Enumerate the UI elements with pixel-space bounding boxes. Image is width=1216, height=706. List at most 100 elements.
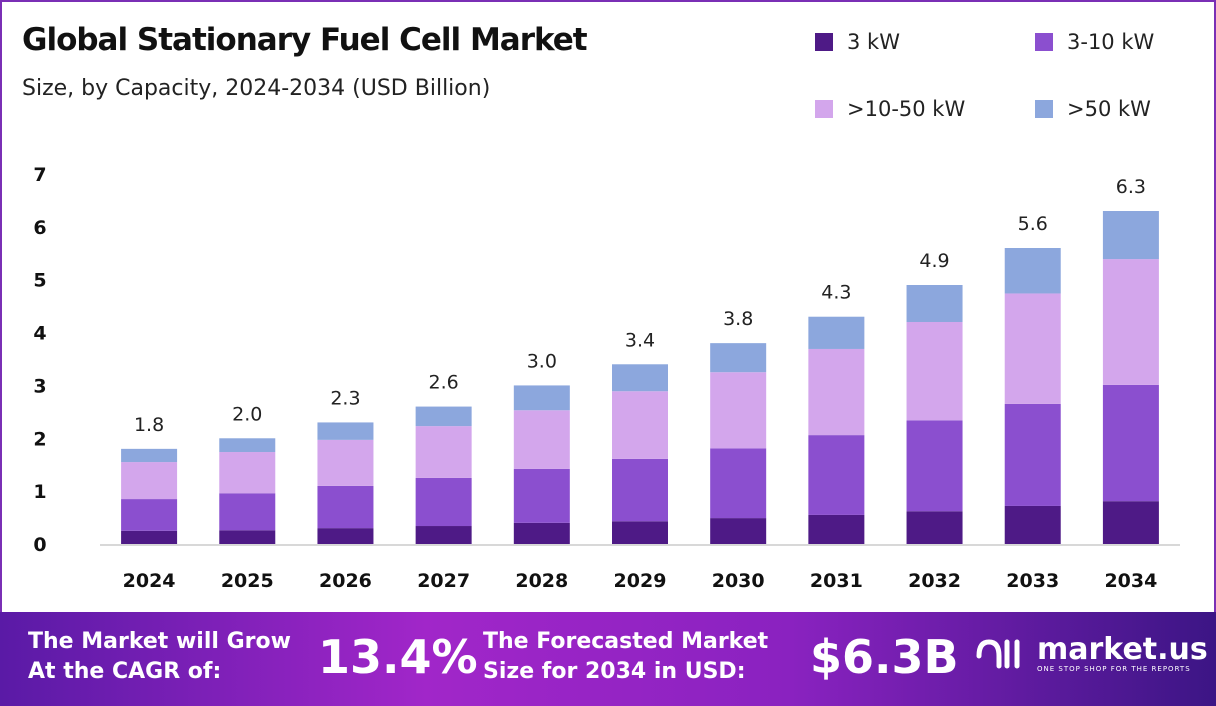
bar-segment — [710, 372, 767, 449]
bar-segment — [906, 322, 963, 421]
bar-segment — [710, 448, 767, 519]
cagr-label-line: The Market will Grow — [28, 629, 291, 654]
bar-segment — [219, 452, 276, 494]
legend-item-50kw: >50 kW — [1035, 97, 1151, 121]
bar-segment — [808, 316, 865, 349]
bar-segment — [1102, 384, 1159, 502]
bar-segment — [317, 485, 374, 529]
footer-banner: The Market will Grow At the CAGR of: 13.4… — [0, 612, 1216, 706]
x-tick-label: 2024 — [123, 570, 176, 592]
forecast-value: $6.3B — [810, 630, 959, 684]
y-tick-label: 4 — [33, 323, 46, 345]
forecast-label-line: The Forecasted Market — [483, 629, 769, 654]
bar-segment — [513, 522, 570, 544]
cagr-label: The Market will Grow At the CAGR of: — [28, 627, 291, 687]
data-label: 1.8 — [134, 414, 164, 436]
bar-segment — [317, 528, 374, 544]
bar-segment — [121, 530, 178, 544]
bar-segment — [219, 530, 276, 544]
y-tick-label: 1 — [33, 481, 46, 503]
x-tick-label: 2027 — [417, 570, 470, 592]
legend-swatch — [1035, 33, 1053, 51]
data-label: 2.3 — [330, 387, 360, 409]
data-label: 2.0 — [232, 403, 262, 425]
x-tick-label: 2034 — [1104, 570, 1157, 592]
data-label: 3.4 — [625, 329, 655, 351]
logo-tagline: ONE STOP SHOP FOR THE REPORTS — [1037, 665, 1191, 673]
bar-segment — [906, 285, 963, 322]
bar-segment — [219, 493, 276, 531]
y-tick-label: 6 — [33, 217, 46, 239]
bar-segment — [415, 477, 472, 527]
bar-segment — [1102, 259, 1159, 385]
bar-segment — [612, 458, 668, 522]
chart-subtitle: Size, by Capacity, 2024-2034 (USD Billio… — [22, 76, 491, 101]
legend-item-10-50kw: >10-50 kW — [815, 97, 965, 121]
bar-segment — [1102, 501, 1159, 544]
x-tick-label: 2026 — [319, 570, 372, 592]
legend-swatch — [815, 33, 833, 51]
logo-name: market.us — [1037, 632, 1208, 667]
data-label: 3.8 — [723, 308, 753, 330]
bar-segment — [513, 468, 570, 523]
legend-label: 3-10 kW — [1067, 30, 1155, 54]
legend-swatch — [815, 100, 833, 118]
bar-chart: 0 1 2 3 4 5 6 7 1.8 2024 2.0 2025 2.3 2026 2.6 2027 3.0 2… — [33, 164, 1180, 592]
forecast-label-line: Size for 2034 in USD: — [483, 659, 746, 684]
data-label: 3.0 — [527, 350, 557, 372]
bar-segment — [612, 364, 668, 392]
data-label: 4.3 — [821, 282, 851, 304]
legend-label: >10-50 kW — [847, 97, 966, 121]
bar-segment — [121, 499, 178, 531]
bar-segment — [906, 511, 963, 544]
cagr-value: 13.4% — [318, 630, 478, 684]
bar-segment — [317, 422, 374, 440]
bar-segment — [415, 426, 472, 478]
bar-segment — [612, 521, 668, 544]
cagr-label-line: At the CAGR of: — [28, 659, 222, 684]
legend-swatch — [1035, 100, 1053, 118]
legend-item-3-10kw: 3-10 kW — [1035, 30, 1154, 54]
bar-segment — [710, 518, 767, 544]
bar-segment — [808, 435, 865, 515]
legend-label: >50 kW — [1067, 97, 1151, 121]
bar-segment — [513, 410, 570, 469]
y-tick-label: 0 — [33, 534, 46, 556]
x-tick-label: 2025 — [221, 570, 274, 592]
y-tick-label: 3 — [33, 375, 46, 397]
x-tick-label: 2030 — [712, 570, 765, 592]
x-tick-label: 2029 — [614, 570, 667, 592]
logo-icon — [976, 639, 1020, 669]
market-us-logo: market.us ONE STOP SHOP FOR THE REPORTS — [975, 634, 1208, 674]
x-tick-label: 2032 — [908, 570, 961, 592]
bar-segment — [415, 526, 472, 544]
bar-segment — [1004, 293, 1061, 404]
legend-label: 3 kW — [847, 30, 900, 54]
bar-segment — [1004, 248, 1061, 294]
x-tick-label: 2028 — [515, 570, 568, 592]
bar-segment — [219, 438, 276, 453]
bar-segment — [317, 439, 374, 486]
bar-segment — [513, 385, 570, 411]
chart-title: Global Stationary Fuel Cell Market — [22, 22, 588, 58]
y-tick-label: 2 — [33, 428, 46, 450]
bar-segment — [808, 348, 865, 436]
data-label: 4.9 — [919, 250, 949, 272]
bar-segment — [808, 514, 865, 544]
data-label: 2.6 — [429, 372, 459, 394]
bar-segment — [1004, 505, 1061, 544]
bar-segment — [710, 343, 767, 373]
bar-segment — [121, 462, 178, 500]
bar-segment — [612, 391, 668, 459]
y-tick-label: 7 — [33, 164, 46, 186]
legend-item-3kw: 3 kW — [815, 30, 900, 54]
data-label: 6.3 — [1116, 176, 1146, 198]
bar-segment — [415, 406, 472, 427]
bar-segment — [1004, 403, 1061, 506]
bar-segment — [121, 448, 178, 463]
x-tick-label: 2031 — [810, 570, 863, 592]
bar-segment — [1102, 211, 1159, 260]
y-tick-label: 5 — [33, 270, 46, 292]
data-label: 5.6 — [1018, 213, 1048, 235]
